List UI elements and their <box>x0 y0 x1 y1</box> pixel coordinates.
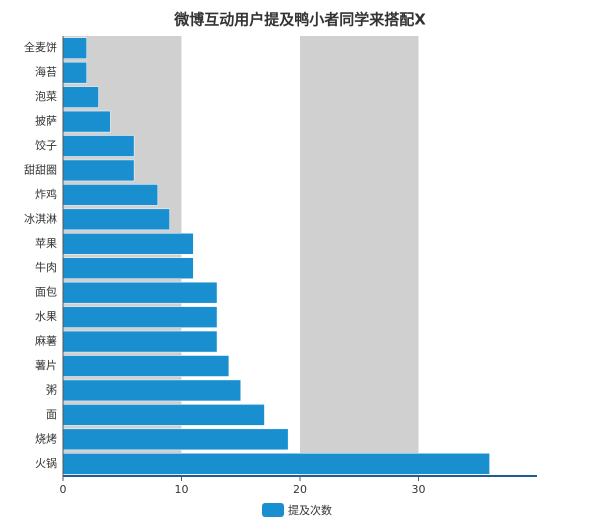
y-tick-label: 粥 <box>46 383 57 396</box>
background-band <box>300 36 419 476</box>
chart-title: 微博互动用户提及鸭小者同学来搭配X <box>173 11 426 29</box>
y-tick-label: 面 <box>46 408 57 421</box>
legend-label: 提及次数 <box>288 503 332 517</box>
bar <box>62 281 218 304</box>
y-tick-label: 牛肉 <box>35 260 57 274</box>
bar <box>62 404 265 426</box>
y-tick-label: 薯片 <box>35 359 57 372</box>
y-tick-label: 全麦饼 <box>24 40 57 54</box>
y-tick-label: 海苔 <box>35 65 57 79</box>
bar <box>62 428 289 451</box>
bar <box>62 208 170 231</box>
legend-swatch <box>262 503 284 517</box>
y-tick-label: 甜甜圈 <box>24 163 57 176</box>
bar <box>62 355 230 377</box>
y-tick-label: 麻薯 <box>35 334 57 348</box>
bar <box>62 184 159 206</box>
y-tick-label: 水果 <box>35 310 57 323</box>
y-tick-label: 烧烤 <box>35 431 57 445</box>
bar <box>62 110 111 133</box>
bar <box>62 233 194 255</box>
x-tick-label: 30 <box>412 483 426 496</box>
y-tick-label: 披萨 <box>35 114 57 128</box>
y-tick-label: 冰淇淋 <box>24 212 57 225</box>
bar <box>62 330 218 353</box>
bar <box>62 306 218 328</box>
x-tick-label: 0 <box>60 483 67 496</box>
bar <box>62 135 135 157</box>
bar <box>62 453 490 475</box>
y-tick-label: 火锅 <box>35 457 57 470</box>
y-tick-label: 面包 <box>35 286 57 299</box>
bar <box>62 257 194 279</box>
y-tick-label: 苹果 <box>35 236 57 250</box>
bar <box>62 379 241 402</box>
x-tick-label: 20 <box>293 483 307 496</box>
background-band <box>63 36 182 476</box>
bar <box>62 37 87 59</box>
bar <box>62 159 135 182</box>
y-tick-label: 饺子 <box>35 138 57 152</box>
y-tick-label: 泡菜 <box>35 89 57 103</box>
y-tick-label: 炸鸡 <box>35 187 57 201</box>
bar <box>62 61 87 84</box>
x-tick-label: 10 <box>175 483 189 496</box>
bar <box>62 86 99 108</box>
